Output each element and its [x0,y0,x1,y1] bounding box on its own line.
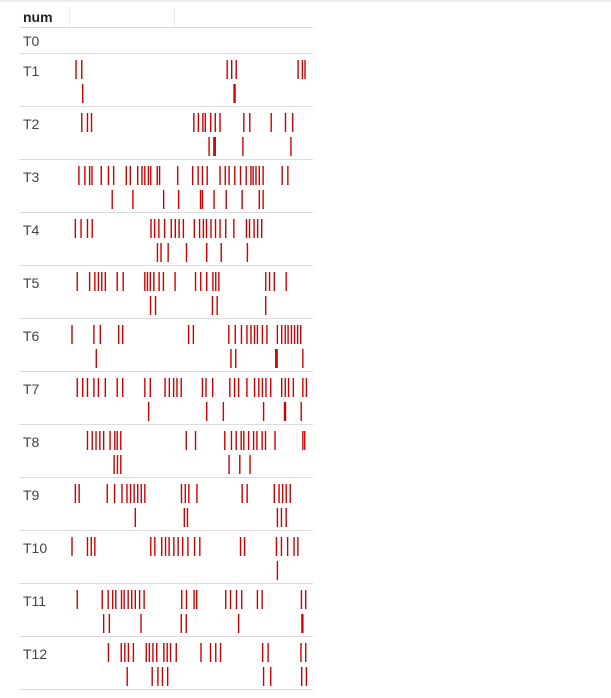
table-row[interactable]: T12 [19,637,313,690]
top-border [0,0,611,2]
column-header-num[interactable]: num [23,9,53,25]
row-label: T1 [23,63,40,79]
table-row[interactable]: T1 [19,54,313,107]
column-divider [174,6,175,27]
row-label: T7 [23,381,40,397]
row-label: T12 [23,646,48,662]
event-strip [70,28,312,53]
table-header: num [19,6,313,28]
event-strip [76,272,287,315]
table-row[interactable]: T7 [19,372,313,425]
table-body: T0 T1 T2 T3 T4 T5 T6 T7 T8 T9 T10 T11 T12 [19,28,313,690]
event-strip [78,166,289,209]
event-strip [81,113,294,156]
table-row[interactable]: T10 [19,531,313,584]
event-strip [107,643,308,686]
table-row[interactable]: T8 [19,425,313,478]
row-label: T10 [23,540,48,556]
event-strip [75,60,306,103]
row-label: T0 [23,33,40,49]
event-table: num T0 T1 T2 T3 T4 T5 T6 T7 T8 T9 T10 T11 T12 [19,6,313,690]
event-strip [74,219,263,262]
table-row[interactable]: T4 [19,213,313,266]
table-row[interactable]: T2 [19,107,313,160]
event-strip [76,590,307,633]
row-label: T2 [23,116,40,132]
table-row[interactable]: T0 [19,28,313,54]
table-row[interactable]: T9 [19,478,313,531]
event-strip [71,537,299,580]
table-row[interactable]: T5 [19,266,313,319]
row-label: T3 [23,169,40,185]
table-row[interactable]: T3 [19,160,313,213]
row-label: T6 [23,328,40,344]
row-label: T9 [23,487,40,503]
row-label: T11 [23,593,47,609]
event-strip [74,484,291,527]
row-label: T4 [23,222,40,238]
event-strip [76,378,308,421]
row-label: T8 [23,434,40,450]
column-divider [69,6,70,27]
event-strip [71,325,304,368]
table-row[interactable]: T11 [19,584,313,637]
table-row[interactable]: T6 [19,319,313,372]
row-label: T5 [23,275,40,291]
event-strip [86,431,306,474]
